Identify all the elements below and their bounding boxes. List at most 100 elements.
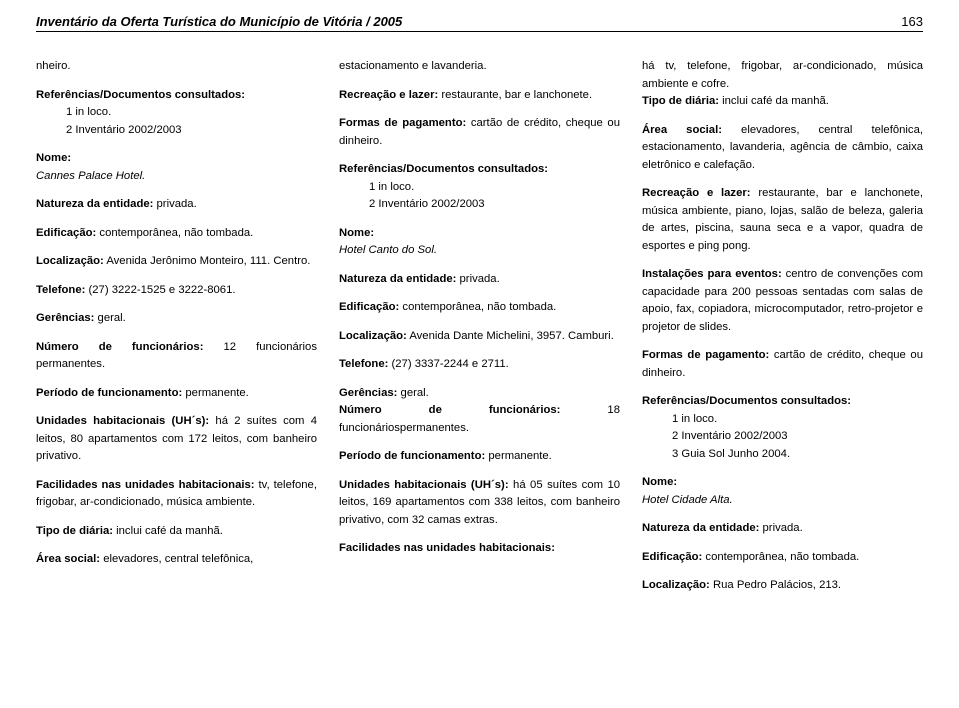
field-value: Avenida Dante Michelini, 3957. Camburi. (407, 330, 614, 342)
field-value: Rua Pedro Palácios, 213. (710, 579, 841, 591)
field-label: Número de funcionários: (36, 341, 203, 353)
field-label: Tipo de diária: (642, 95, 719, 107)
field-label: Unidades habitacionais (UH´s): (339, 479, 509, 491)
field-value: contemporânea, não tombada. (96, 227, 253, 239)
recreation-info: Recreação e lazer: restaurante, bar e la… (339, 87, 620, 105)
field-label: Natureza da entidade: (339, 273, 456, 285)
label-name: Nome: (642, 476, 677, 488)
field-value: privada. (153, 198, 196, 210)
text-fragment: há tv, telefone, frigobar, ar-condiciona… (642, 58, 923, 93)
entity-nature: Natureza da entidade: privada. (339, 271, 620, 289)
field-label: Gerências: (339, 387, 397, 399)
columns-wrapper: nheiro. Referências/Documentos consultad… (36, 58, 923, 595)
field-value: elevadores, central telefônica, (100, 553, 253, 565)
employees-info: Número de funcionários: 18 funcionáriosp… (339, 402, 620, 437)
building-info: Edificação: contemporânea, não tombada. (36, 225, 317, 243)
entity-nature: Natureza da entidade: privada. (642, 520, 923, 538)
field-label: Localização: (339, 330, 407, 342)
field-label: Período de funcionamento: (339, 450, 485, 462)
facilities-info: Facilidades nas unidades habitacionais: (339, 540, 620, 558)
name-block: Nome: Hotel Cidade Alta. (642, 474, 923, 509)
page-number: 163 (901, 14, 923, 29)
label-name: Nome: (36, 152, 71, 164)
column-3: há tv, telefone, frigobar, ar-condiciona… (642, 58, 923, 595)
page-container: Inventário da Oferta Turística do Municí… (0, 0, 959, 615)
recreation-info: Recreação e lazer: restaurante, bar e la… (642, 185, 923, 255)
label-references: Referências/Documentos consultados: (36, 89, 245, 101)
name-block: Nome: Cannes Palace Hotel. (36, 150, 317, 185)
management-info: Gerências: geral. (36, 310, 317, 328)
field-label: Telefone: (36, 284, 85, 296)
field-label: Recreação e lazer: (642, 187, 751, 199)
field-value: permanente. (485, 450, 552, 462)
field-value: permanente. (182, 387, 249, 399)
field-label: Localização: (36, 255, 104, 267)
units-info: Unidades habitacionais (UH´s): há 05 suí… (339, 477, 620, 530)
social-area: Área social: elevadores, central telefôn… (36, 551, 317, 569)
text-fragment: nheiro. (36, 58, 317, 76)
location-info: Localização: Avenida Dante Michelini, 39… (339, 328, 620, 346)
field-label: Gerências: (36, 312, 94, 324)
field-label: Instalações para eventos: (642, 268, 782, 280)
field-value: inclui café da manhã. (719, 95, 829, 107)
field-value: privada. (759, 522, 802, 534)
location-info: Localização: Avenida Jerônimo Monteiro, … (36, 253, 317, 271)
field-value: restaurante, bar e lanchonete. (438, 89, 592, 101)
hotel-name: Cannes Palace Hotel. (36, 170, 145, 182)
name-block: Nome: Hotel Canto do Sol. (339, 225, 620, 260)
social-area: Área social: elevadores, central telefôn… (642, 122, 923, 175)
operation-period: Período de funcionamento: permanente. (339, 448, 620, 466)
hotel-name: Hotel Cidade Alta. (642, 494, 733, 506)
facilities-info: Facilidades nas unidades habitacionais: … (36, 477, 317, 512)
reference-line: 2 Inventário 2002/2003 (339, 196, 485, 214)
label-references: Referências/Documentos consultados: (339, 163, 548, 175)
reference-line: 3 Guia Sol Junho 2004. (642, 446, 790, 464)
field-label: Área social: (642, 124, 722, 136)
field-label: Formas de pagamento: (339, 117, 466, 129)
payment-info: Formas de pagamento: cartão de crédito, … (339, 115, 620, 150)
field-label: Natureza da entidade: (642, 522, 759, 534)
field-label: Edificação: (642, 551, 702, 563)
field-value: (27) 3222-1525 e 3222-8061. (85, 284, 235, 296)
hotel-name: Hotel Canto do Sol. (339, 244, 437, 256)
references-block: Referências/Documentos consultados: 1 in… (642, 393, 923, 463)
management-info: Gerências: geral. (339, 385, 620, 403)
rate-type: Tipo de diária: inclui café da manhã. (36, 523, 317, 541)
field-label: Área social: (36, 553, 100, 565)
field-label: Edificação: (36, 227, 96, 239)
building-info: Edificação: contemporânea, não tombada. (642, 549, 923, 567)
field-label: Localização: (642, 579, 710, 591)
reference-line: 1 in loco. (339, 179, 414, 197)
field-label: Recreação e lazer: (339, 89, 438, 101)
field-label: Telefone: (339, 358, 388, 370)
employees-info: Número de funcionários: 12 funcionários … (36, 339, 317, 374)
payment-info: Formas de pagamento: cartão de crédito, … (642, 347, 923, 382)
field-value: (27) 3337-2244 e 2711. (388, 358, 508, 370)
events-info: Instalações para eventos: centro de conv… (642, 266, 923, 336)
phone-info: Telefone: (27) 3337-2244 e 2711. (339, 356, 620, 374)
field-value: Avenida Jerônimo Monteiro, 111. Centro. (104, 255, 311, 267)
field-value: privada. (456, 273, 499, 285)
field-label: Tipo de diária: (36, 525, 113, 537)
field-label: Unidades habitacionais (UH´s): (36, 415, 209, 427)
references-block: Referências/Documentos consultados: 1 in… (36, 87, 317, 140)
field-value: contemporânea, não tombada. (399, 301, 556, 313)
column-1: nheiro. Referências/Documentos consultad… (36, 58, 317, 595)
page-header: Inventário da Oferta Turística do Municí… (36, 14, 923, 32)
field-label: Número de funcionários: (339, 404, 560, 416)
phone-info: Telefone: (27) 3222-1525 e 3222-8061. (36, 282, 317, 300)
field-value: contemporânea, não tombada. (702, 551, 859, 563)
reference-line: 1 in loco. (36, 104, 111, 122)
label-name: Nome: (339, 227, 374, 239)
column-2: estacionamento e lavanderia. Recreação e… (339, 58, 620, 595)
field-value: geral. (397, 387, 428, 399)
label-references: Referências/Documentos consultados: (642, 395, 851, 407)
field-value: inclui café da manhã. (113, 525, 223, 537)
header-title: Inventário da Oferta Turística do Municí… (36, 14, 402, 29)
location-info: Localização: Rua Pedro Palácios, 213. (642, 577, 923, 595)
entity-nature: Natureza da entidade: privada. (36, 196, 317, 214)
rate-type: Tipo de diária: inclui café da manhã. (642, 93, 923, 111)
field-value: geral. (94, 312, 125, 324)
field-label: Natureza da entidade: (36, 198, 153, 210)
reference-line: 1 in loco. (642, 411, 717, 429)
